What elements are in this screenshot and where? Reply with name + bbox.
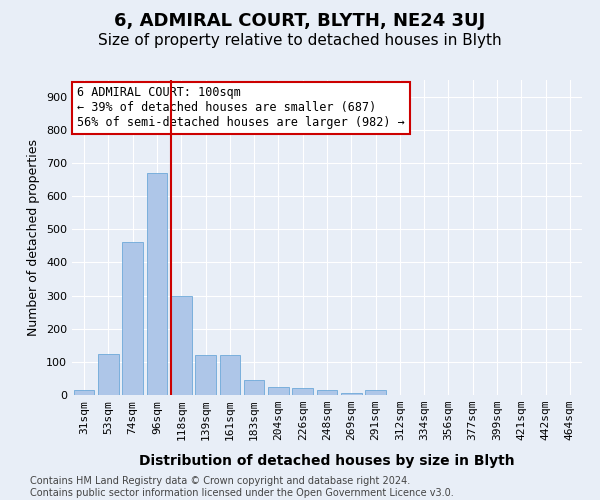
Bar <box>171 296 191 395</box>
Bar <box>195 355 216 395</box>
Bar <box>365 390 386 395</box>
Bar <box>341 394 362 395</box>
Bar <box>74 390 94 395</box>
Bar <box>268 386 289 395</box>
Y-axis label: Number of detached properties: Number of detached properties <box>28 139 40 336</box>
Text: Size of property relative to detached houses in Blyth: Size of property relative to detached ho… <box>98 32 502 48</box>
Text: 6 ADMIRAL COURT: 100sqm
← 39% of detached houses are smaller (687)
56% of semi-d: 6 ADMIRAL COURT: 100sqm ← 39% of detache… <box>77 86 405 130</box>
Bar <box>317 390 337 395</box>
Bar <box>122 242 143 395</box>
Text: 6, ADMIRAL COURT, BLYTH, NE24 3UJ: 6, ADMIRAL COURT, BLYTH, NE24 3UJ <box>115 12 485 30</box>
Bar <box>244 380 265 395</box>
Text: Contains HM Land Registry data © Crown copyright and database right 2024.
Contai: Contains HM Land Registry data © Crown c… <box>30 476 454 498</box>
Bar <box>220 355 240 395</box>
Bar <box>146 173 167 395</box>
Bar <box>292 388 313 395</box>
X-axis label: Distribution of detached houses by size in Blyth: Distribution of detached houses by size … <box>139 454 515 468</box>
Bar <box>98 354 119 395</box>
